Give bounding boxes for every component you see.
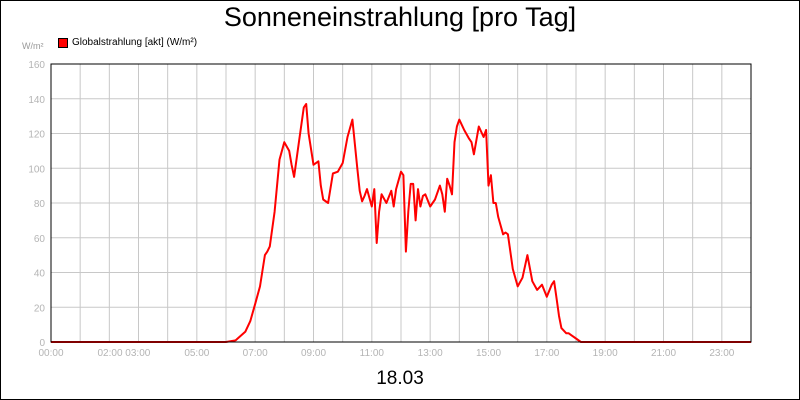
- y-tick-label: 160: [28, 60, 45, 71]
- y-tick-label: 140: [28, 95, 45, 106]
- y-tick-label: 60: [34, 234, 46, 245]
- x-tick-label: 13:00: [418, 348, 443, 359]
- x-tick-label: 05:00: [184, 348, 209, 359]
- x-tick-label: 07:00: [243, 348, 268, 359]
- x-tick-label: 09:00: [301, 348, 326, 359]
- y-tick-label: 80: [34, 199, 46, 210]
- date-label: 18.03: [376, 368, 424, 389]
- y-tick-label: 0: [39, 338, 45, 349]
- legend-swatch: [58, 37, 68, 48]
- y-axis-unit-label: W/m²: [22, 41, 44, 51]
- x-tick-label: 19:00: [593, 348, 618, 359]
- y-tick-label: 20: [34, 303, 46, 314]
- x-tick-label: 21:00: [651, 348, 676, 359]
- x-tick-label: 17:00: [534, 348, 559, 359]
- y-tick-label: 40: [34, 269, 46, 280]
- chart-title: Sonneneinstrahlung [pro Tag]: [223, 2, 577, 32]
- legend-label: Globalstrahlung [akt] (W/m²): [72, 37, 198, 48]
- plot-border-top: [50, 63, 752, 343]
- series-line-globalstrahlung: [51, 103, 751, 343]
- y-tick-label: 100: [28, 164, 45, 175]
- x-tick-label: 11:00: [360, 348, 385, 359]
- x-tick-label: 00:00: [38, 348, 63, 359]
- x-tick-label: 15:00: [476, 348, 501, 359]
- legend: Globalstrahlung [akt] (W/m²): [58, 37, 197, 48]
- x-tick-label: 02:00 03:00: [98, 348, 151, 359]
- x-tick-label: 23:00: [709, 348, 734, 359]
- y-tick-label: 120: [28, 130, 45, 141]
